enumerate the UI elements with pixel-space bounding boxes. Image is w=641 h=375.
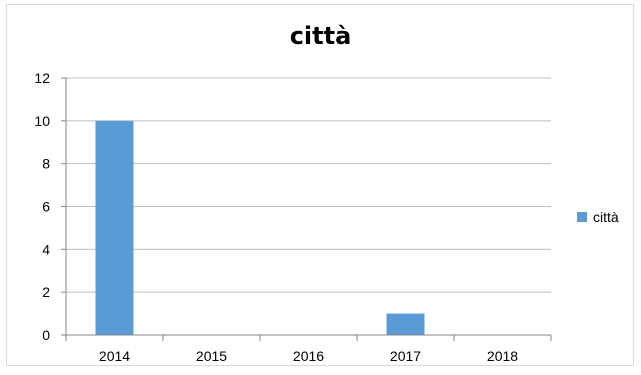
bar-2017 bbox=[386, 313, 425, 335]
legend: città bbox=[577, 209, 619, 225]
legend-swatch bbox=[577, 212, 587, 222]
y-tick-label-0: 0 bbox=[42, 327, 50, 343]
chart-title: città bbox=[289, 22, 352, 50]
legend-label: città bbox=[593, 209, 619, 225]
y-tick-label-2: 2 bbox=[42, 284, 50, 300]
x-tick-label-2017: 2017 bbox=[390, 348, 421, 364]
y-tick-label-4: 4 bbox=[42, 241, 50, 257]
x-tick-label-2014: 2014 bbox=[99, 348, 130, 364]
y-tick-label-8: 8 bbox=[42, 156, 50, 172]
y-tick-label-12: 12 bbox=[34, 70, 50, 86]
bar-2014 bbox=[95, 120, 134, 335]
x-tick-label-2018: 2018 bbox=[487, 348, 518, 364]
y-tick-label-10: 10 bbox=[34, 113, 50, 129]
y-tick-label-6: 6 bbox=[42, 199, 50, 215]
x-tick-label-2015: 2015 bbox=[196, 348, 227, 364]
x-tick-label-2016: 2016 bbox=[293, 348, 324, 364]
